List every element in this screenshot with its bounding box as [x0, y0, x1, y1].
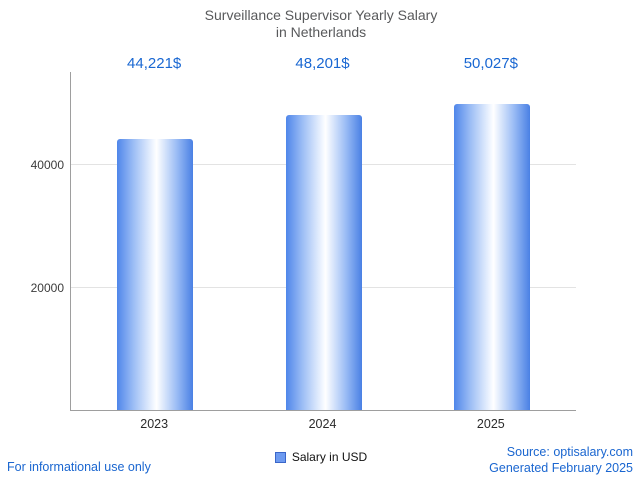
x-axis-label-2024: 2024	[308, 417, 337, 431]
x-axis-labels: 2023 2024 2025	[70, 417, 575, 433]
legend-marker-icon	[274, 451, 286, 463]
bar-2024	[285, 115, 362, 410]
chart-title-line1: Surveillance Supervisor Yearly Salary	[204, 7, 438, 23]
y-axis-tick-20000: 20000	[30, 281, 64, 295]
chart-title-line2: in Netherlands	[275, 24, 367, 40]
source-line: Source: optisalary.com	[506, 445, 633, 459]
plot-area	[70, 72, 576, 411]
legend[interactable]: Salary in USD	[0, 450, 642, 464]
disclaimer-text: For informational use only	[7, 460, 151, 474]
x-axis-label-2025: 2025	[476, 417, 505, 431]
bar-value-2023: 44,221$	[127, 55, 182, 72]
bar-value-labels: 44,221$ 48,201$ 50,027$	[70, 55, 575, 75]
bar-value-2025: 50,027$	[463, 55, 518, 72]
legend-label: Salary in USD	[291, 450, 368, 464]
x-axis-label-2023: 2023	[140, 417, 169, 431]
bar-2023	[117, 139, 194, 410]
generated-line: Generated February 2025	[489, 461, 633, 475]
bar-value-2024: 48,201$	[295, 55, 350, 72]
bar-2025	[453, 104, 530, 410]
source-attribution: Source: optisalary.com Generated Februar…	[489, 444, 633, 476]
chart-title: Surveillance Supervisor Yearly Salary in…	[0, 7, 642, 41]
y-axis-tick-40000: 40000	[30, 158, 64, 172]
